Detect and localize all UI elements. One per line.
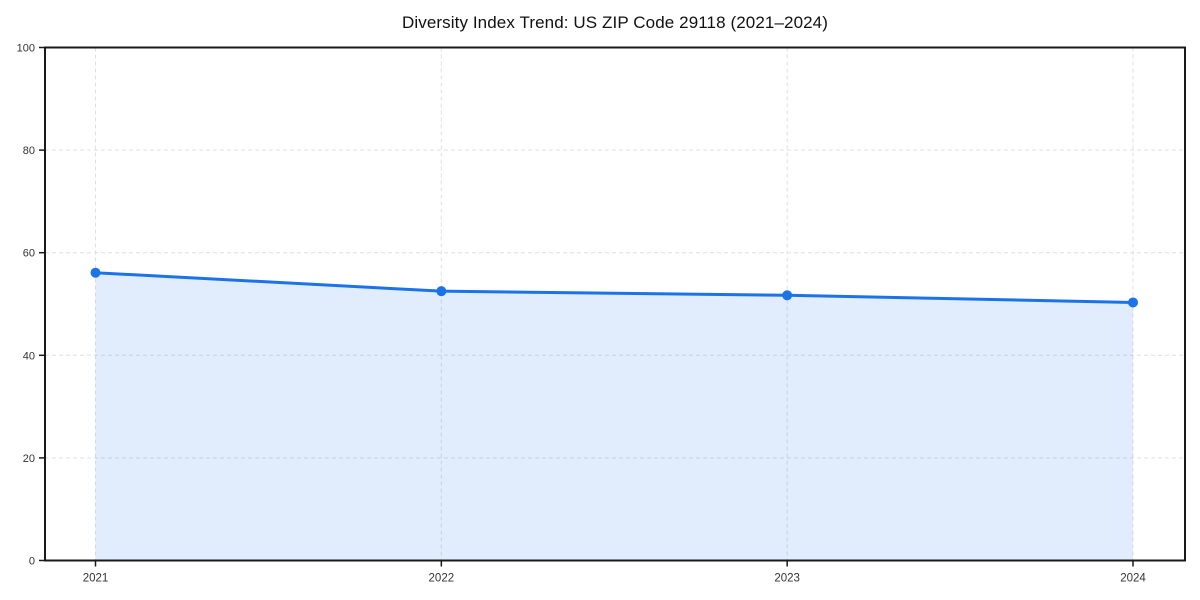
x-tick-label: 2023 <box>774 573 800 585</box>
y-tick-label: 40 <box>23 350 35 362</box>
plot-border <box>44 46 1186 562</box>
data-point-marker <box>1128 297 1138 308</box>
data-point-marker <box>782 290 793 301</box>
y-tick-label: 60 <box>23 248 35 260</box>
y-tick-label: 100 <box>17 43 35 55</box>
y-tick-label: 20 <box>23 453 35 465</box>
area-fill <box>95 272 1133 561</box>
x-tick-label: 2022 <box>429 573 455 585</box>
x-tick-label: 2024 <box>1120 573 1146 585</box>
trend-line <box>94 271 1135 304</box>
data-point-marker <box>90 267 101 278</box>
data-point-marker <box>436 286 447 297</box>
chart-title: Diversity Index Trend: US ZIP Code 29118… <box>401 13 829 32</box>
x-tick-label: 2021 <box>83 573 109 585</box>
y-tick-label: 0 <box>29 556 35 568</box>
y-tick-label: 80 <box>23 145 35 157</box>
